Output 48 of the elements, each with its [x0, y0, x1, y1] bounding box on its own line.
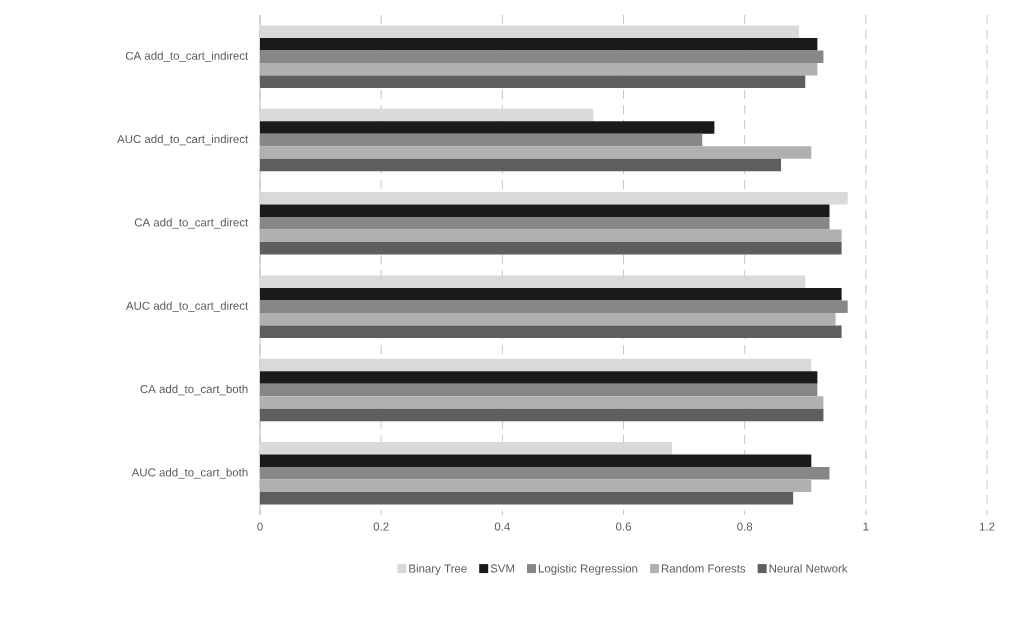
bar [260, 192, 848, 205]
bar [260, 133, 703, 147]
bar [260, 479, 812, 493]
bar [260, 158, 782, 172]
y-tick-label: CA add_to_cart_both [140, 384, 248, 396]
bar [260, 287, 842, 301]
bar [260, 108, 594, 122]
bar [260, 121, 715, 134]
bar [260, 396, 824, 409]
x-tick-label: 0.6 [616, 522, 631, 531]
bar [260, 146, 812, 159]
bar [260, 312, 836, 326]
x-tick-label: 0 [257, 522, 263, 531]
legend-label: Logistic Regression [538, 564, 638, 575]
x-tick-label: 1 [863, 522, 869, 531]
bar [260, 25, 800, 38]
bar [260, 408, 824, 422]
bar [260, 50, 824, 63]
x-tick-label: 0.2 [373, 522, 389, 531]
x-tick-label: 0.8 [737, 522, 753, 531]
bar [260, 204, 830, 218]
bar [260, 467, 830, 480]
bar [260, 275, 806, 288]
legend-label: Random Forests [661, 564, 746, 573]
bar [260, 358, 812, 372]
bar [260, 371, 818, 384]
bar [260, 242, 842, 255]
legend-label: Binary Tree [409, 564, 467, 575]
y-tick-label: AUC add_to_cart_direct [125, 301, 249, 312]
bar [260, 62, 818, 76]
bar [260, 75, 806, 88]
bar [260, 492, 794, 505]
legend-label: SVM [490, 564, 515, 573]
x-tick-label: 0.4 [494, 522, 510, 531]
bar [260, 229, 842, 243]
bar [260, 454, 812, 468]
y-tick-label: AUC add_to_cart_indirect [117, 134, 249, 146]
bar [260, 217, 830, 230]
legend-label: Neural Network [769, 564, 848, 573]
bar [260, 442, 672, 455]
y-tick-label: CA add_to_cart_indirect [125, 51, 249, 62]
bar [260, 300, 848, 313]
bar [260, 37, 818, 51]
y-tick-label: CA add_to_cart_direct [134, 218, 249, 229]
x-tick-label: 1.2 [979, 522, 995, 531]
bar [260, 383, 818, 397]
bar [260, 325, 842, 338]
y-tick-label: AUC add_to_cart_both [131, 468, 248, 479]
